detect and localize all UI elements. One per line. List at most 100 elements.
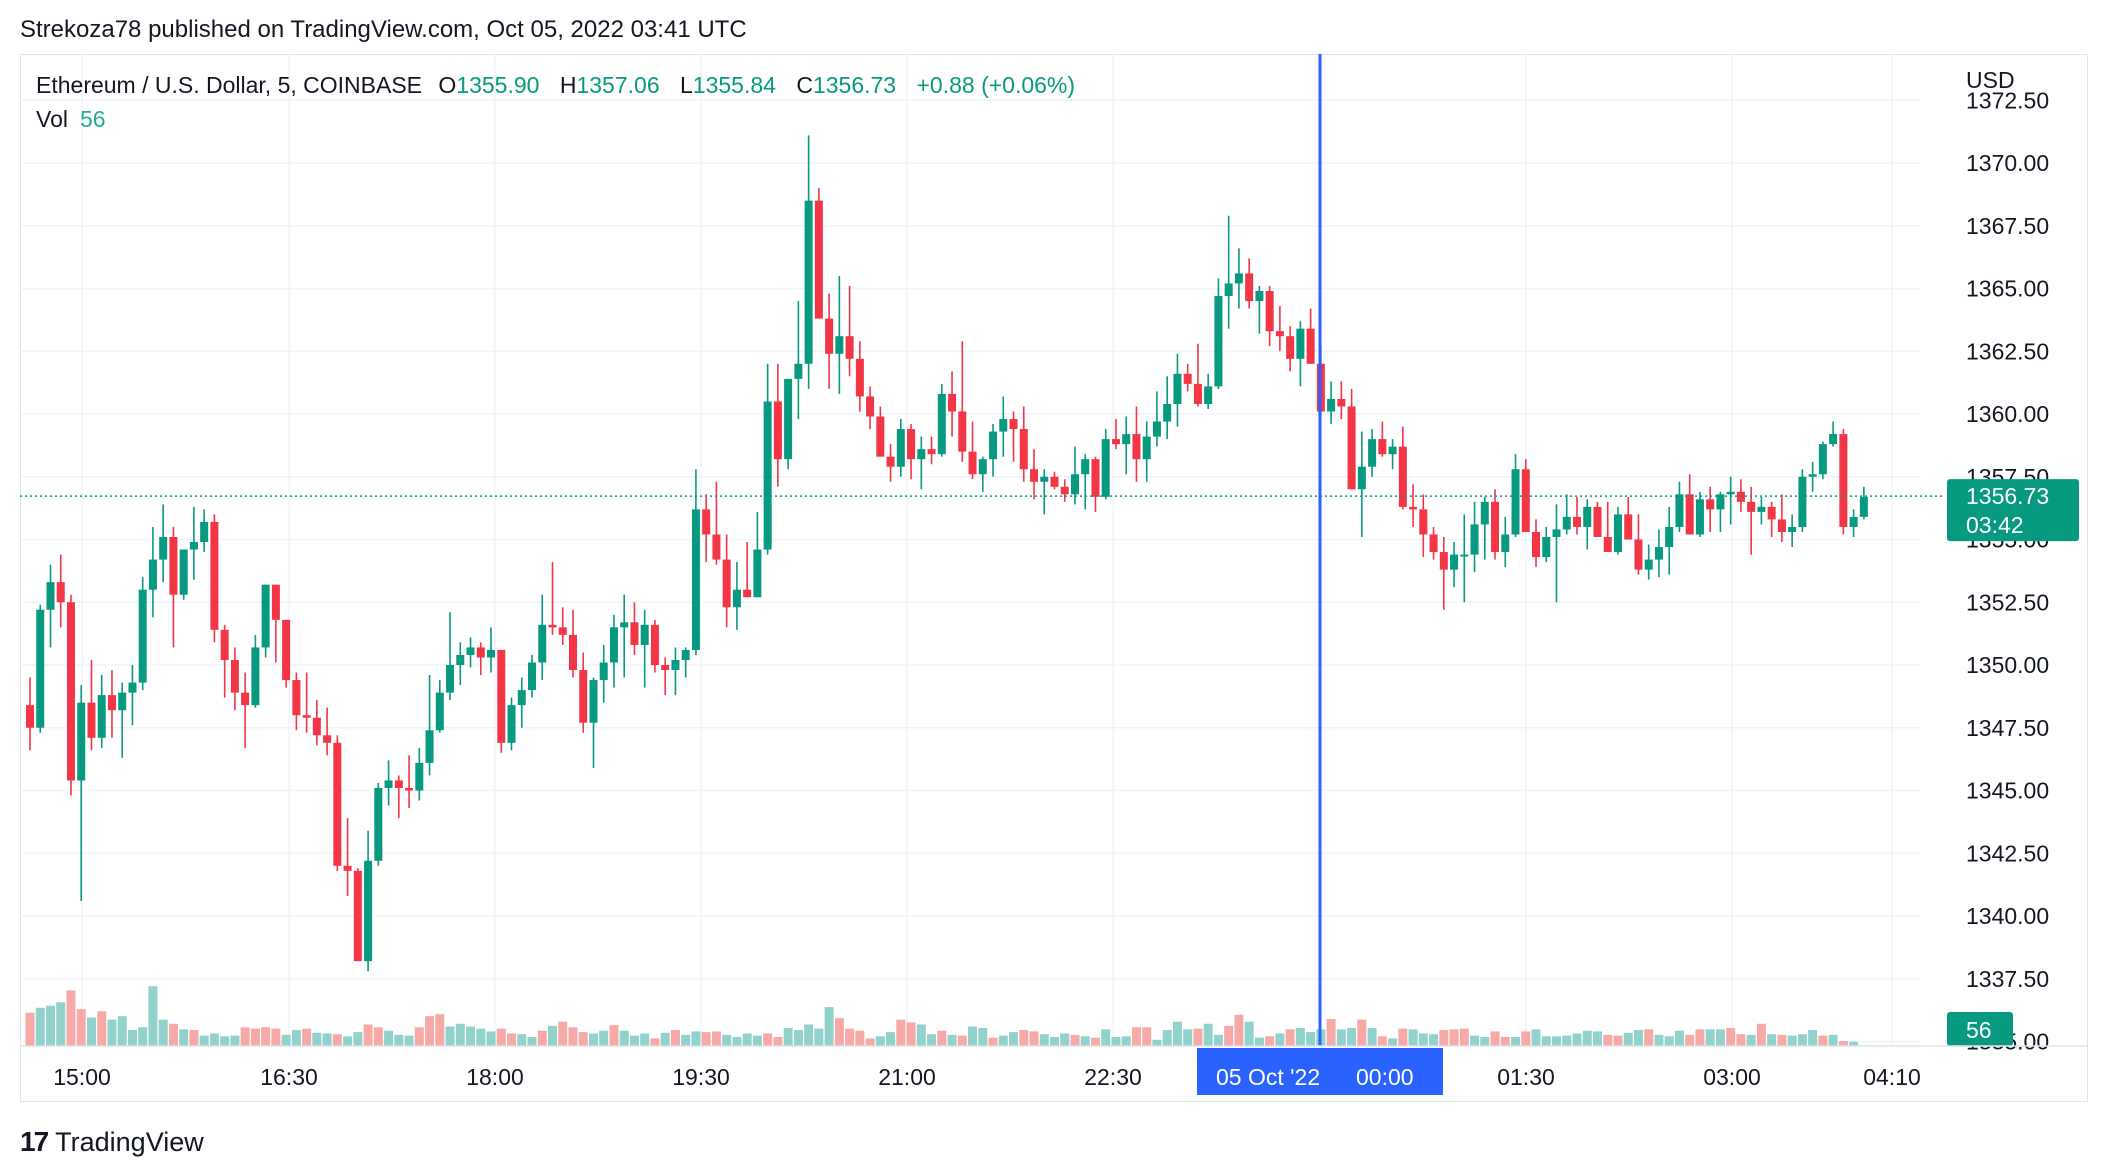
candle-body[interactable] xyxy=(1634,539,1643,570)
candle-body[interactable] xyxy=(1736,491,1745,502)
candle-body[interactable] xyxy=(1040,476,1049,482)
candle-body[interactable] xyxy=(97,695,106,738)
candle-body[interactable] xyxy=(1726,491,1735,495)
candle-body[interactable] xyxy=(405,787,414,791)
candle-body[interactable] xyxy=(927,449,936,455)
candle-body[interactable] xyxy=(568,634,577,671)
candle-body[interactable] xyxy=(1368,439,1377,467)
candle-body[interactable] xyxy=(1665,526,1674,548)
candle-body[interactable] xyxy=(282,619,291,681)
candle-body[interactable] xyxy=(650,624,659,665)
candle-body[interactable] xyxy=(1019,429,1028,470)
candle-body[interactable] xyxy=(435,692,444,731)
candle-body[interactable] xyxy=(1480,501,1489,525)
candle-body[interactable] xyxy=(138,589,147,683)
candle-body[interactable] xyxy=(1777,519,1786,532)
candle-body[interactable] xyxy=(1111,439,1120,445)
candle-body[interactable] xyxy=(968,451,977,475)
candle-body[interactable] xyxy=(312,717,321,736)
candle-body[interactable] xyxy=(230,659,239,693)
candle-body[interactable] xyxy=(548,624,557,628)
candle-body[interactable] xyxy=(1808,474,1817,477)
candle-body[interactable] xyxy=(456,654,465,665)
candle-body[interactable] xyxy=(1255,291,1264,302)
candle-body[interactable] xyxy=(1204,386,1213,404)
candle-body[interactable] xyxy=(712,534,721,560)
candle-body[interactable] xyxy=(804,200,813,364)
candle-body[interactable] xyxy=(323,735,332,743)
candle-body[interactable] xyxy=(77,702,86,781)
candle-body[interactable] xyxy=(1265,291,1274,332)
tradingview-footer[interactable]: 17 TradingView xyxy=(20,1126,204,1158)
candle-body[interactable] xyxy=(36,609,45,728)
candle-body[interactable] xyxy=(528,662,537,691)
candle-body[interactable] xyxy=(784,378,793,460)
candle-body[interactable] xyxy=(1030,469,1039,482)
candle-body[interactable] xyxy=(1521,469,1530,532)
candle-body[interactable] xyxy=(261,584,270,648)
candle-body[interactable] xyxy=(825,318,834,354)
candle-body[interactable] xyxy=(855,358,864,397)
candle-body[interactable] xyxy=(1501,534,1510,553)
candle-body[interactable] xyxy=(896,429,905,467)
candle-body[interactable] xyxy=(1183,373,1192,384)
candle-body[interactable] xyxy=(1142,436,1151,460)
candle-body[interactable] xyxy=(1562,516,1571,530)
candle-body[interactable] xyxy=(753,549,762,598)
candle-body[interactable] xyxy=(1706,499,1715,510)
volume-label[interactable]: Vol xyxy=(36,106,68,132)
candle-body[interactable] xyxy=(220,629,229,660)
legend-symbol[interactable]: Ethereum / U.S. Dollar, 5, COINBASE xyxy=(36,72,423,98)
candle-body[interactable] xyxy=(1654,547,1663,560)
candle-body[interactable] xyxy=(46,582,55,610)
candle-body[interactable] xyxy=(1593,506,1602,537)
candle-body[interactable] xyxy=(1572,516,1581,527)
candle-body[interactable] xyxy=(1829,434,1838,445)
candle-body[interactable] xyxy=(364,860,373,962)
candle-body[interactable] xyxy=(1409,506,1418,510)
candle-body[interactable] xyxy=(1070,474,1079,495)
candle-body[interactable] xyxy=(1460,554,1469,557)
candle-body[interactable] xyxy=(517,690,526,706)
candle-body[interactable] xyxy=(620,622,629,628)
candle-body[interactable] xyxy=(374,787,383,861)
candle-body[interactable] xyxy=(1849,516,1858,527)
candle-body[interactable] xyxy=(1193,383,1202,404)
candle-body[interactable] xyxy=(948,393,957,412)
candle-body[interactable] xyxy=(1439,552,1448,570)
candle-body[interactable] xyxy=(1091,459,1100,497)
candle-body[interactable] xyxy=(1450,554,1459,570)
candle-body[interactable] xyxy=(1429,534,1438,553)
candle-body[interactable] xyxy=(1081,459,1090,475)
candle-body[interactable] xyxy=(671,659,680,671)
candle-body[interactable] xyxy=(722,559,731,608)
candle-body[interactable] xyxy=(1552,529,1561,537)
candle-body[interactable] xyxy=(159,536,168,560)
candle-body[interactable] xyxy=(681,649,690,660)
candle-body[interactable] xyxy=(732,589,741,608)
candle-body[interactable] xyxy=(794,363,803,379)
candle-body[interactable] xyxy=(1214,296,1223,387)
candle-body[interactable] xyxy=(1583,506,1592,527)
candle-body[interactable] xyxy=(497,649,506,743)
candle-body[interactable] xyxy=(1716,494,1725,510)
candle-body[interactable] xyxy=(169,536,178,595)
candle-body[interactable] xyxy=(200,521,209,543)
candle-body[interactable] xyxy=(937,393,946,455)
candle-body[interactable] xyxy=(1603,536,1612,553)
candle-body[interactable] xyxy=(476,647,485,658)
candle-body[interactable] xyxy=(1767,506,1776,520)
candle-body[interactable] xyxy=(1491,501,1500,553)
candle-body[interactable] xyxy=(1050,476,1059,487)
candle-body[interactable] xyxy=(446,665,455,693)
candle-body[interactable] xyxy=(609,627,618,663)
candle-body[interactable] xyxy=(302,715,311,718)
candle-body[interactable] xyxy=(1532,531,1541,558)
candle-body[interactable] xyxy=(1357,466,1366,490)
candle-body[interactable] xyxy=(1122,434,1131,445)
candle-body[interactable] xyxy=(1788,526,1797,532)
candle-body[interactable] xyxy=(189,542,198,550)
candle-body[interactable] xyxy=(886,456,895,467)
candle-body[interactable] xyxy=(1275,331,1284,337)
candle-body[interactable] xyxy=(907,429,916,460)
